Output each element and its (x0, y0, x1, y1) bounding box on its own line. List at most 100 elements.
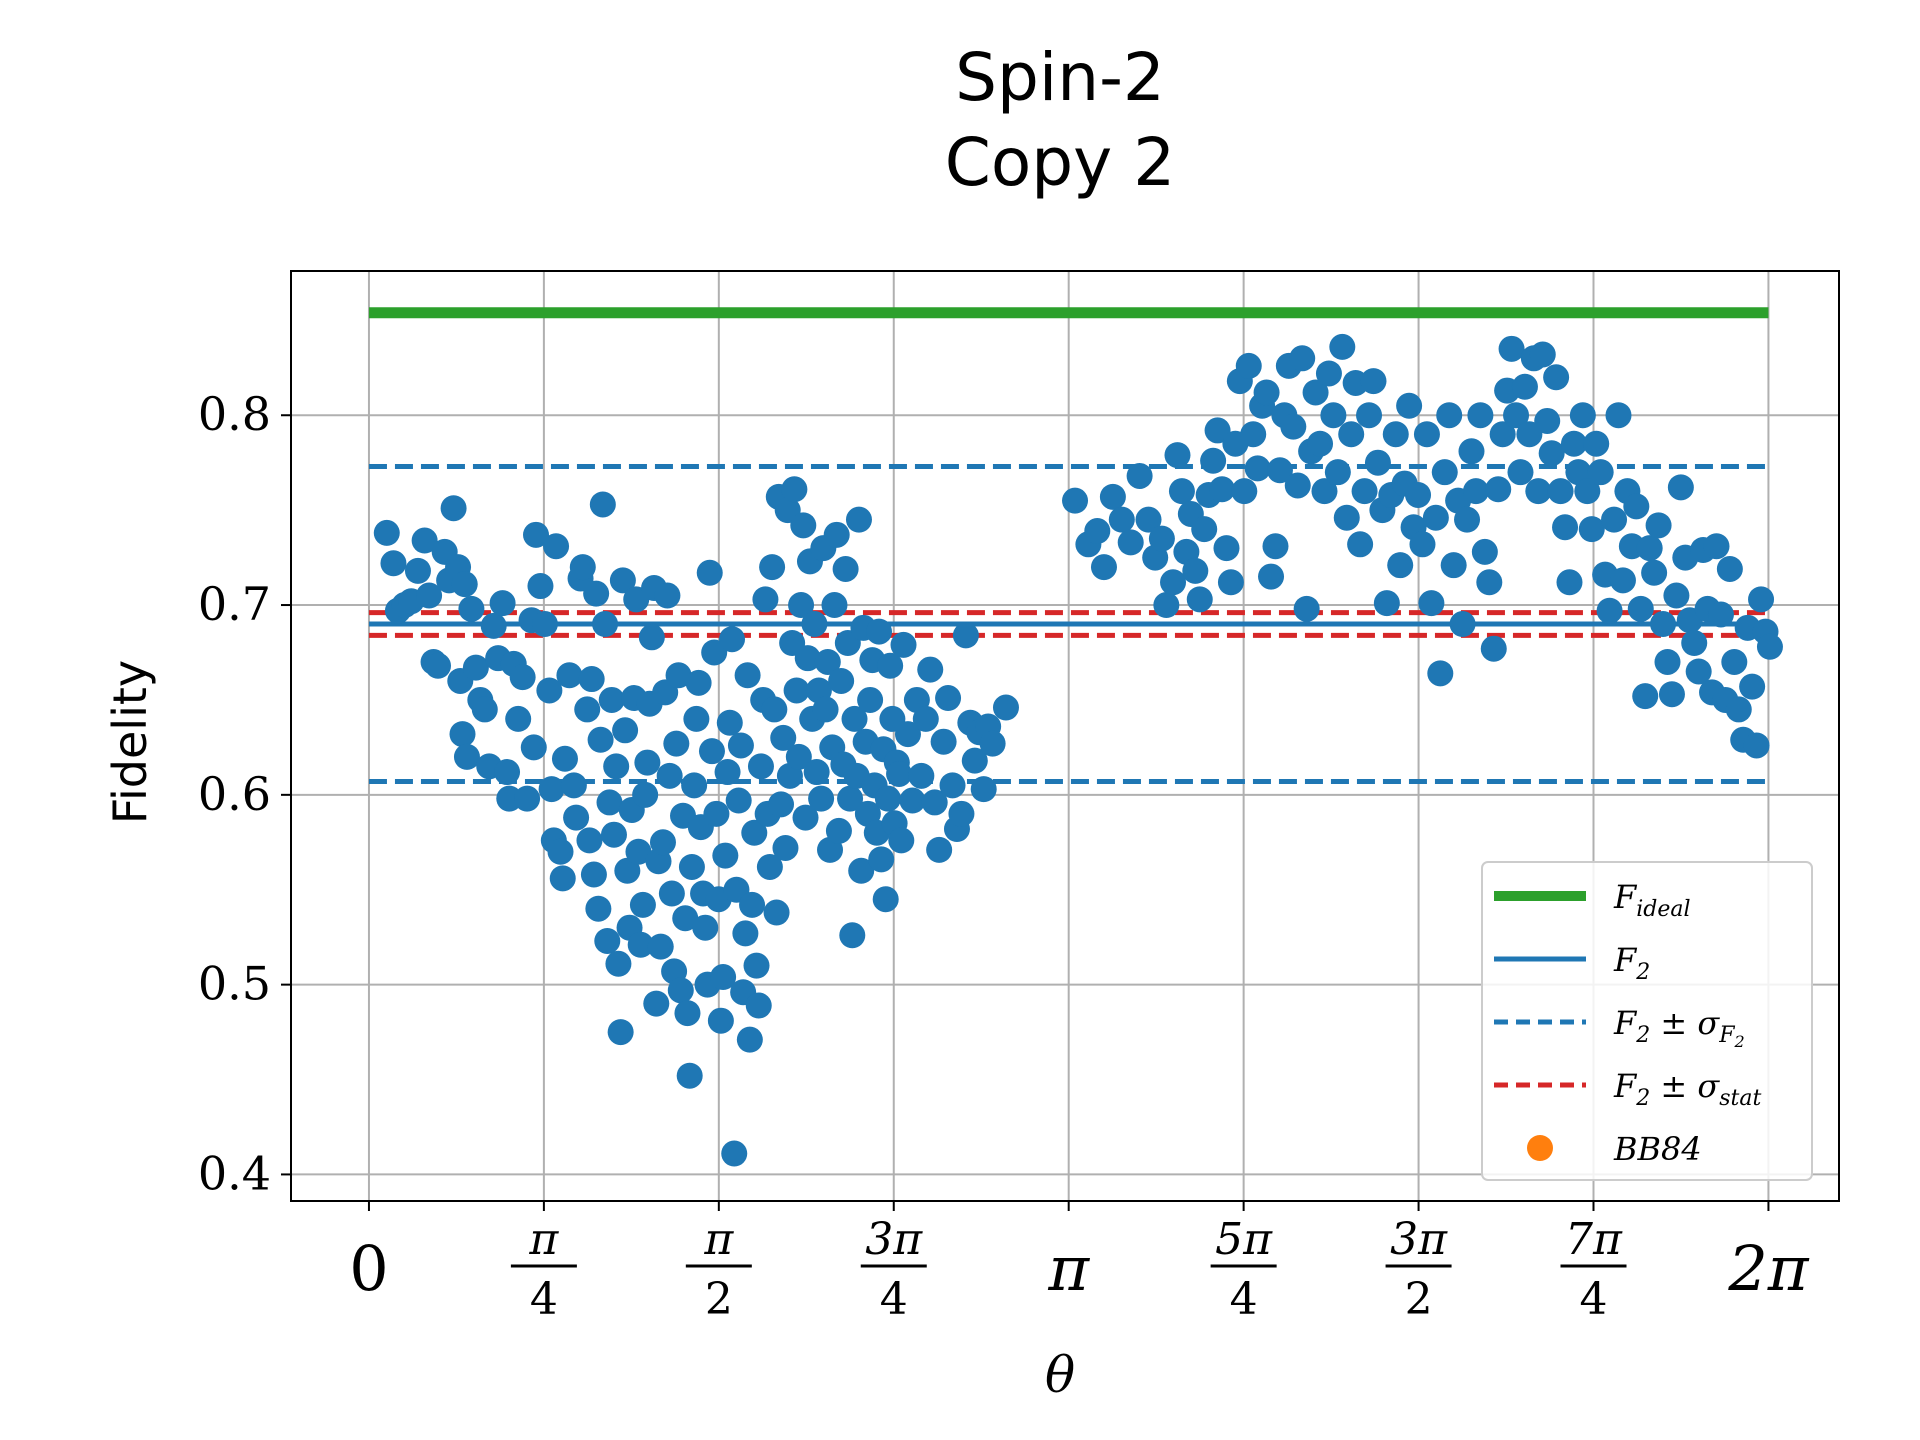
data-point (1685, 658, 1712, 685)
data-point (1266, 457, 1293, 484)
data-point (543, 533, 570, 560)
data-point (812, 696, 839, 723)
x-axis-ticks: 0 π 4 π 2 3π 4 π 5π 4 3π 2 7π 4 2π (349, 1201, 1810, 1325)
data-point (614, 857, 641, 884)
data-point (1663, 582, 1690, 609)
data-point (458, 595, 485, 622)
data-point (589, 491, 616, 518)
data-point (1467, 402, 1494, 429)
data-point (948, 800, 975, 827)
y-axis-label: Fidelity (103, 660, 157, 824)
data-point (747, 753, 774, 780)
data-point (1164, 442, 1191, 469)
data-point (592, 611, 619, 638)
data-point (594, 927, 621, 954)
data-point (1681, 630, 1708, 656)
data-point (1623, 493, 1650, 520)
data-point (926, 836, 953, 863)
x-tick-label-denominator: 2 (705, 1274, 733, 1325)
data-point (935, 685, 962, 712)
x-tick-label-numerator: 7π (1565, 1214, 1623, 1265)
data-point (685, 669, 712, 696)
data-point (1280, 413, 1307, 440)
data-point (736, 1026, 763, 1053)
data-point (494, 759, 521, 786)
data-point (627, 931, 654, 958)
data-point (912, 705, 939, 732)
data-point (814, 648, 841, 675)
data-point (1552, 514, 1579, 541)
data-point (1440, 552, 1467, 579)
data-point (1721, 648, 1748, 675)
data-point (1338, 421, 1365, 448)
y-tick-label: 0.5 (198, 957, 271, 1011)
data-point (1382, 421, 1409, 448)
data-point (792, 804, 819, 831)
data-point (538, 776, 565, 803)
x-tick-label-denominator: 2 (1405, 1274, 1433, 1325)
data-point (634, 749, 661, 776)
data-point (1756, 633, 1783, 660)
data-point (1516, 421, 1543, 448)
data-point (1641, 559, 1668, 586)
data-point (783, 677, 810, 704)
data-point (1485, 476, 1512, 503)
data-point (647, 933, 674, 960)
legend-marker-bb84 (1527, 1135, 1553, 1161)
legend-label-ideal: Fideal (1613, 878, 1691, 922)
chart-subtitle: Copy 2 (945, 124, 1175, 201)
data-point (1454, 506, 1481, 533)
data-point (1739, 673, 1766, 700)
data-point (1213, 535, 1240, 562)
data-point (404, 557, 431, 584)
data-point (1160, 569, 1187, 596)
data-point (1191, 516, 1218, 543)
data-point (1360, 368, 1387, 395)
x-tick-label-denominator: 4 (1580, 1274, 1608, 1325)
chart-title: Spin-2 (955, 39, 1165, 116)
data-point (839, 922, 866, 949)
data-point (877, 652, 904, 679)
data-point (373, 519, 400, 546)
data-point (1658, 681, 1685, 708)
data-point (1418, 590, 1445, 617)
data-point (1534, 407, 1561, 434)
x-tick-label: π (1047, 1232, 1090, 1305)
data-point (1284, 472, 1311, 499)
data-point (416, 582, 443, 609)
data-point (576, 827, 603, 854)
data-point (1135, 506, 1162, 533)
data-point (505, 705, 532, 732)
data-point (1289, 345, 1316, 372)
data-point (894, 721, 921, 748)
data-point (1320, 402, 1347, 429)
data-point (801, 611, 828, 638)
data-point (794, 645, 821, 672)
x-tick-label-numerator: 5π (1215, 1214, 1273, 1265)
data-point (979, 730, 1006, 757)
data-point (1324, 459, 1351, 486)
data-point (1667, 474, 1694, 501)
data-point (440, 495, 467, 522)
data-point (509, 664, 536, 691)
data-point (890, 631, 917, 658)
data-point (1436, 402, 1463, 429)
data-point (676, 1062, 703, 1089)
data-point (710, 964, 737, 991)
data-point (1596, 597, 1623, 624)
data-point (1373, 590, 1400, 617)
data-point (449, 721, 476, 748)
data-point (785, 743, 812, 770)
y-axis-ticks: 0.4 0.5 0.6 0.7 0.8 (198, 387, 291, 1200)
data-point (1200, 447, 1227, 474)
data-point (868, 846, 895, 873)
data-point (1489, 421, 1516, 448)
legend-label-f2: F2 (1613, 941, 1650, 985)
x-tick-label-denominator: 4 (1230, 1274, 1258, 1325)
data-point (719, 626, 746, 653)
data-point (1703, 533, 1730, 560)
data-point (1315, 360, 1342, 387)
data-point (531, 611, 558, 638)
data-point (821, 592, 848, 619)
data-point (759, 554, 786, 581)
